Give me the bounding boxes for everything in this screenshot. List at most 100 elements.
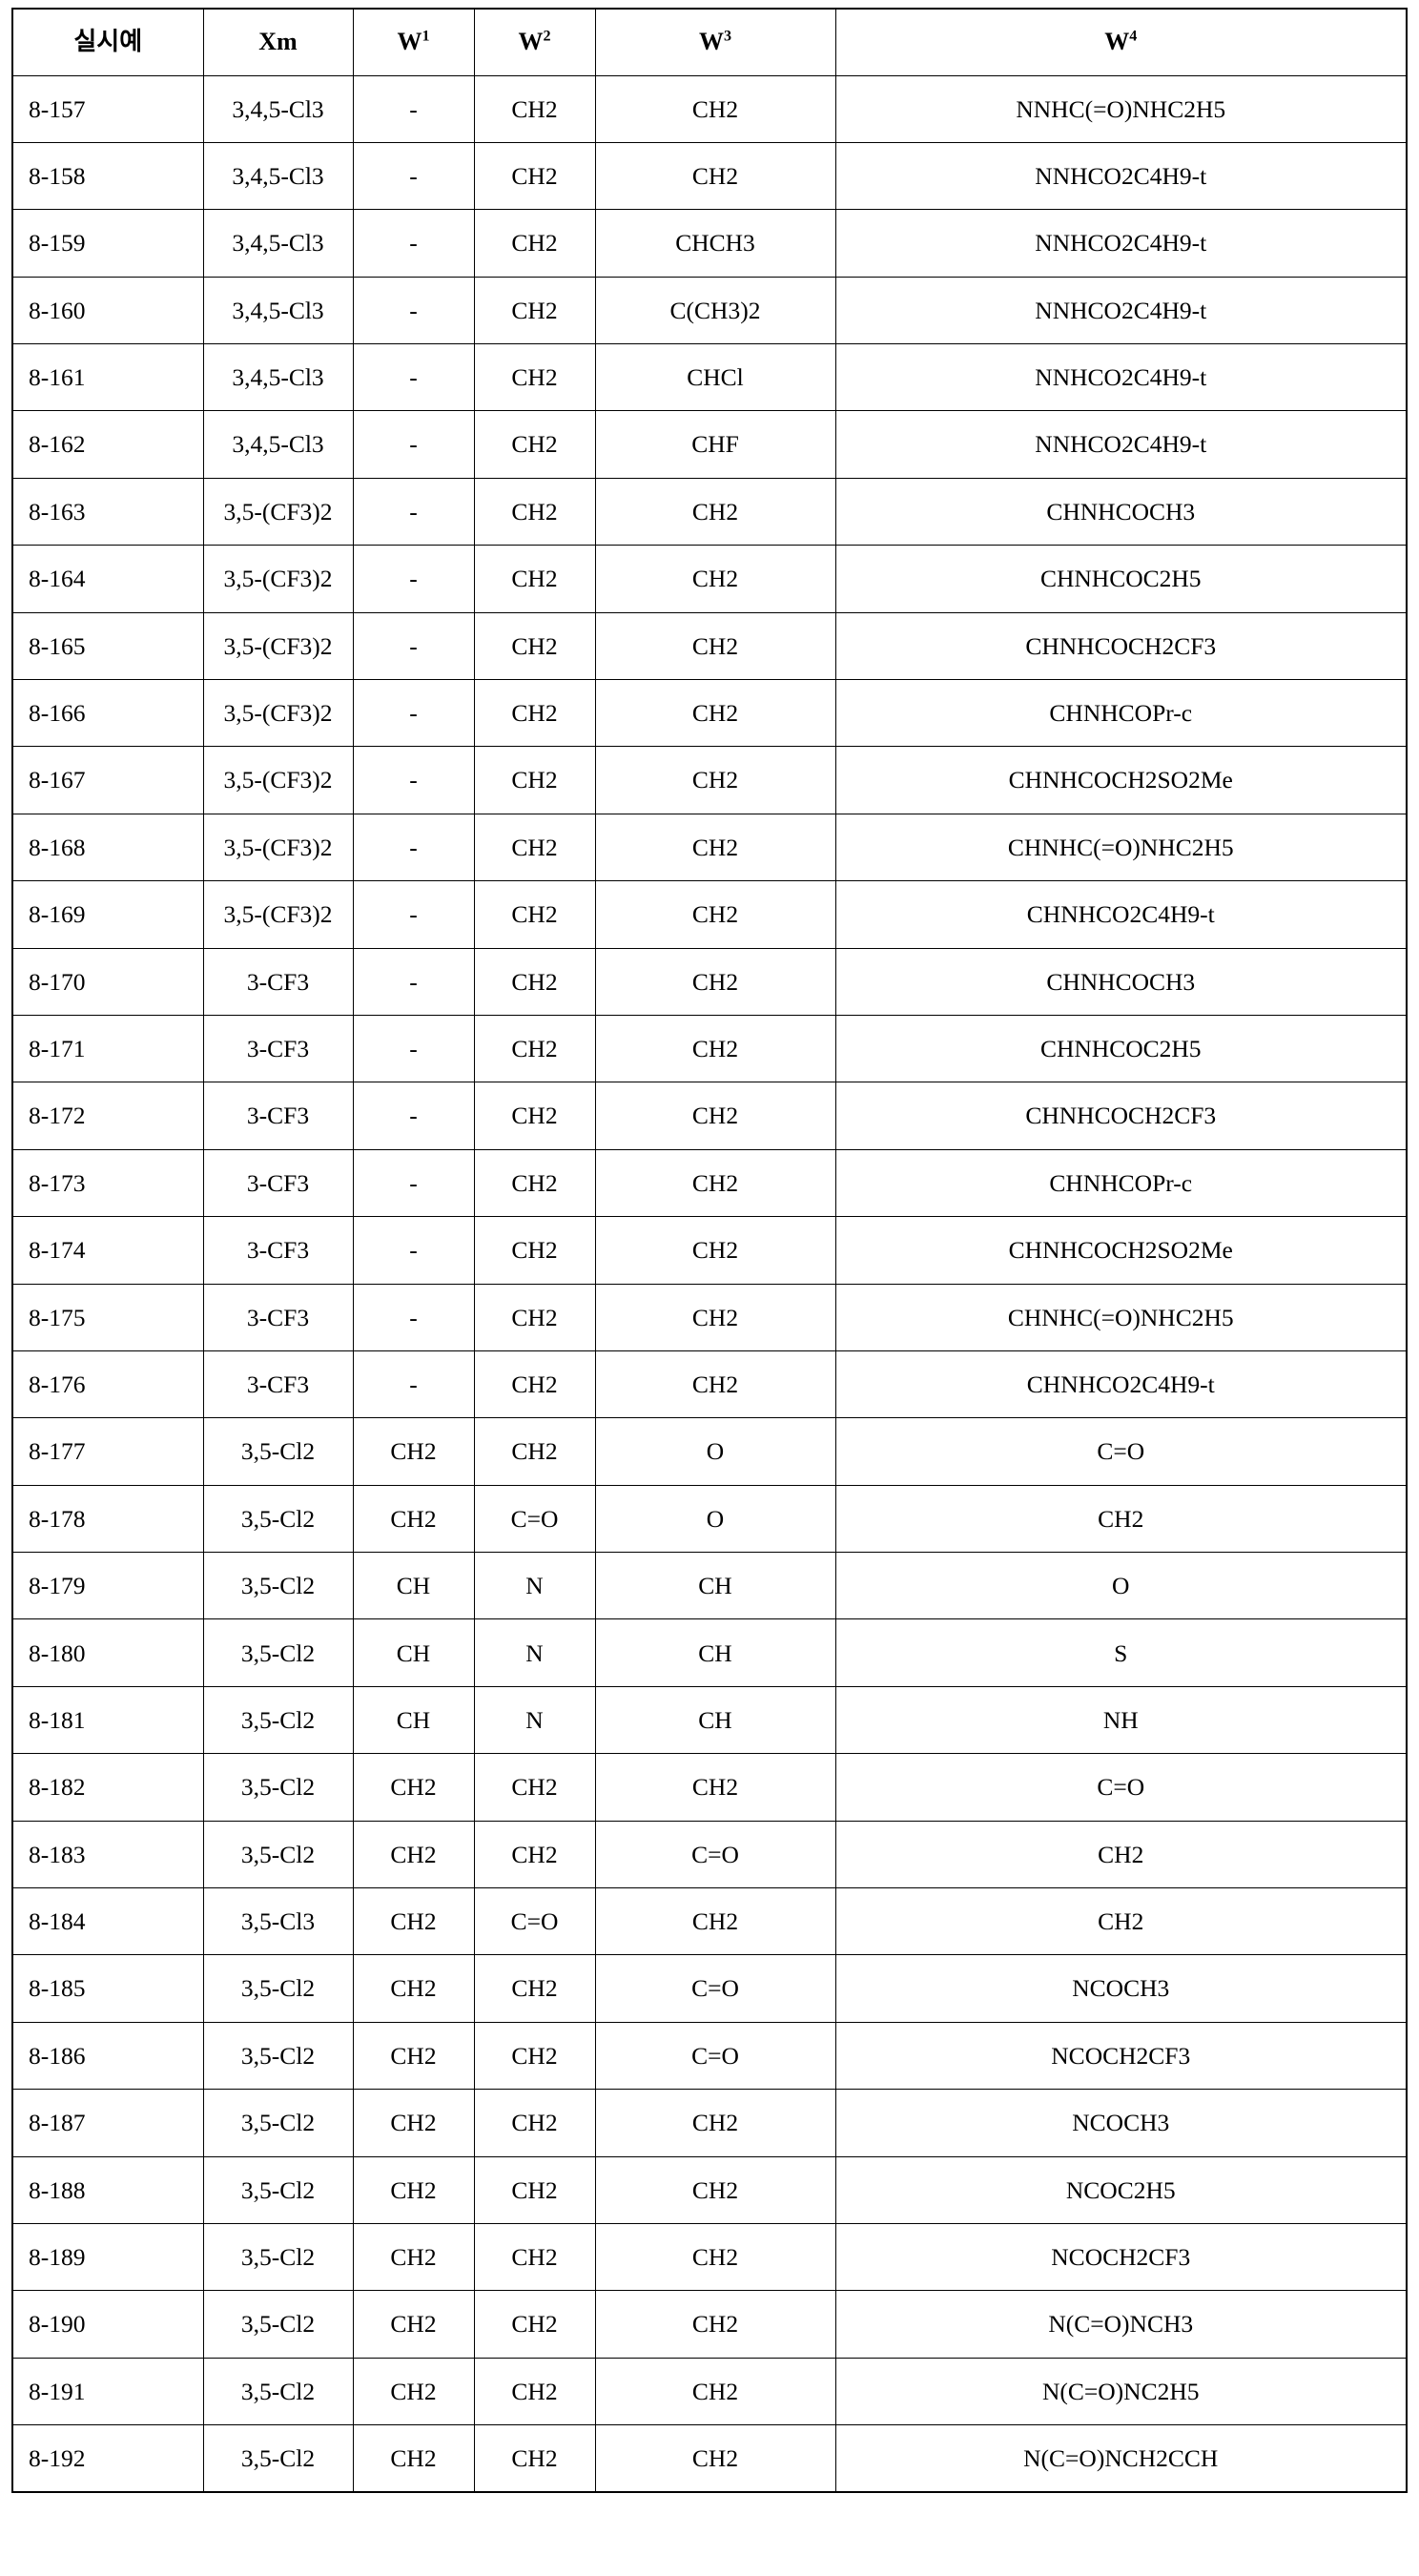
cell-example-no: 8-160 <box>12 277 203 343</box>
table-header: 실시예 Xm W1 W2 W3 W4 <box>12 9 1407 75</box>
cell-w4: CHNHCOC2H5 <box>835 546 1407 612</box>
cell-w1: - <box>353 1082 474 1149</box>
header-sup-w1: 1 <box>422 29 429 45</box>
cell-w1: - <box>353 142 474 209</box>
cell-w4: CHNHCOCH2SO2Me <box>835 1217 1407 1284</box>
cell-w3: CHCl <box>595 344 835 411</box>
cell-w3: CH2 <box>595 478 835 545</box>
cell-w2: CH2 <box>474 1015 595 1082</box>
cell-example-no: 8-169 <box>12 881 203 948</box>
cell-example-no: 8-189 <box>12 2224 203 2291</box>
cell-w4: CHNHCOCH2SO2Me <box>835 747 1407 814</box>
cell-w2: CH2 <box>474 1217 595 1284</box>
cell-w4: CHNHCO2C4H9-t <box>835 881 1407 948</box>
cell-w1: - <box>353 881 474 948</box>
header-label-example-no: 실시예 <box>73 28 142 55</box>
cell-w1: CH2 <box>353 2358 474 2424</box>
table-row: 8-1793,5-Cl2CHNCHO <box>12 1553 1407 1619</box>
cell-w3: CH2 <box>595 948 835 1015</box>
cell-w3: CH2 <box>595 881 835 948</box>
cell-w4: NNHCO2C4H9-t <box>835 277 1407 343</box>
cell-w1: CH2 <box>353 2291 474 2358</box>
cell-w1: - <box>353 546 474 612</box>
cell-w1: CH2 <box>353 2156 474 2223</box>
cell-w4: S <box>835 1619 1407 1686</box>
table-row: 8-1783,5-Cl2CH2C=OOCH2 <box>12 1485 1407 1552</box>
table-row: 8-1623,4,5-Cl3-CH2CHFNNHCO2C4H9-t <box>12 411 1407 478</box>
cell-w4: N(C=O)NC2H5 <box>835 2358 1407 2424</box>
table-row: 8-1593,4,5-Cl3-CH2CHCH3NNHCO2C4H9-t <box>12 210 1407 277</box>
header-label-xm: Xm <box>258 28 297 55</box>
cell-xm: 3,5-(CF3)2 <box>203 881 353 948</box>
cell-example-no: 8-165 <box>12 612 203 679</box>
cell-w4: NH <box>835 1686 1407 1753</box>
table-row: 8-1673,5-(CF3)2-CH2CH2CHNHCOCH2SO2Me <box>12 747 1407 814</box>
cell-w2: CH2 <box>474 680 595 747</box>
cell-example-no: 8-190 <box>12 2291 203 2358</box>
cell-example-no: 8-174 <box>12 1217 203 1284</box>
header-sup-w2: 2 <box>543 29 550 45</box>
cell-w2: CH2 <box>474 814 595 880</box>
cell-xm: 3,5-Cl2 <box>203 2156 353 2223</box>
cell-w1: - <box>353 411 474 478</box>
cell-w4: CH2 <box>835 1888 1407 1955</box>
column-header-w1: W1 <box>353 9 474 75</box>
cell-xm: 3,5-Cl2 <box>203 2224 353 2291</box>
cell-w3: CH2 <box>595 1217 835 1284</box>
table-row: 8-1813,5-Cl2CHNCHNH <box>12 1686 1407 1753</box>
cell-w1: - <box>353 210 474 277</box>
cell-w1: - <box>353 747 474 814</box>
cell-xm: 3,5-Cl2 <box>203 2022 353 2089</box>
cell-w2: N <box>474 1686 595 1753</box>
table-row: 8-1583,4,5-Cl3-CH2CH2NNHCO2C4H9-t <box>12 142 1407 209</box>
cell-w2: CH2 <box>474 2224 595 2291</box>
table-row: 8-1693,5-(CF3)2-CH2CH2CHNHCO2C4H9-t <box>12 881 1407 948</box>
cell-w2: CH2 <box>474 1955 595 2022</box>
table-row: 8-1903,5-Cl2CH2CH2CH2N(C=O)NCH3 <box>12 2291 1407 2358</box>
cell-w1: - <box>353 1149 474 1216</box>
table-row: 8-1663,5-(CF3)2-CH2CH2CHNHCOPr-c <box>12 680 1407 747</box>
cell-w3: CH2 <box>595 75 835 142</box>
cell-w4: N(C=O)NCH2CCH <box>835 2425 1407 2492</box>
cell-w4: CH2 <box>835 1485 1407 1552</box>
cell-w2: CH2 <box>474 344 595 411</box>
cell-xm: 3,4,5-Cl3 <box>203 210 353 277</box>
cell-w3: CHF <box>595 411 835 478</box>
cell-w3: CH2 <box>595 2156 835 2223</box>
cell-w2: CH2 <box>474 1284 595 1350</box>
cell-w4: C=O <box>835 1754 1407 1821</box>
cell-w1: CH2 <box>353 1485 474 1552</box>
cell-w3: CH2 <box>595 2358 835 2424</box>
cell-xm: 3,5-(CF3)2 <box>203 680 353 747</box>
cell-example-no: 8-181 <box>12 1686 203 1753</box>
cell-w1: - <box>353 478 474 545</box>
cell-w4: NCOCH3 <box>835 2090 1407 2156</box>
cell-w1: - <box>353 948 474 1015</box>
header-label-w2: W <box>518 28 543 55</box>
cell-example-no: 8-186 <box>12 2022 203 2089</box>
cell-w3: CH2 <box>595 1888 835 1955</box>
header-row: 실시예 Xm W1 W2 W3 W4 <box>12 9 1407 75</box>
cell-xm: 3,5-Cl2 <box>203 1754 353 1821</box>
table-row: 8-1893,5-Cl2CH2CH2CH2NCOCH2CF3 <box>12 2224 1407 2291</box>
cell-w2: CH2 <box>474 1350 595 1417</box>
cell-xm: 3,4,5-Cl3 <box>203 344 353 411</box>
cell-w2: CH2 <box>474 2358 595 2424</box>
table-row: 8-1653,5-(CF3)2-CH2CH2CHNHCOCH2CF3 <box>12 612 1407 679</box>
table-row: 8-1763-CF3-CH2CH2CHNHCO2C4H9-t <box>12 1350 1407 1417</box>
cell-w3: CH2 <box>595 2224 835 2291</box>
table-row: 8-1643,5-(CF3)2-CH2CH2CHNHCOC2H5 <box>12 546 1407 612</box>
table-row: 8-1863,5-Cl2CH2CH2C=ONCOCH2CF3 <box>12 2022 1407 2089</box>
cell-w1: CH <box>353 1686 474 1753</box>
column-header-w4: W4 <box>835 9 1407 75</box>
table-row: 8-1833,5-Cl2CH2CH2C=OCH2 <box>12 1821 1407 1887</box>
cell-w3: CH <box>595 1553 835 1619</box>
cell-w2: N <box>474 1619 595 1686</box>
cell-example-no: 8-184 <box>12 1888 203 1955</box>
cell-w2: CH2 <box>474 1754 595 1821</box>
cell-w3: CH <box>595 1619 835 1686</box>
cell-xm: 3,5-Cl2 <box>203 1821 353 1887</box>
cell-w2: N <box>474 1553 595 1619</box>
table-row: 8-1573,4,5-Cl3-CH2CH2NNHC(=O)NHC2H5 <box>12 75 1407 142</box>
cell-w1: CH2 <box>353 1821 474 1887</box>
